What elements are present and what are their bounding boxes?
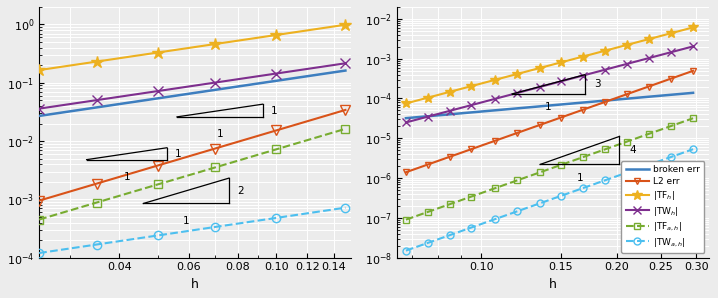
Text: 1: 1 bbox=[183, 215, 190, 226]
X-axis label: h: h bbox=[191, 278, 199, 291]
Legend: broken err, L2 err, |TF$_h$|, |TW$_h$|, |TF$_{a,h}$|, |TW$_{a,h}$|: broken err, L2 err, |TF$_h$|, |TW$_h$|, … bbox=[622, 161, 704, 253]
Text: 1: 1 bbox=[175, 149, 182, 159]
Text: 1: 1 bbox=[217, 129, 223, 139]
Text: 1: 1 bbox=[545, 102, 551, 112]
Text: 1: 1 bbox=[123, 172, 130, 182]
Text: 4: 4 bbox=[629, 145, 635, 156]
Text: 1: 1 bbox=[577, 173, 583, 183]
Text: 3: 3 bbox=[595, 79, 601, 89]
X-axis label: h: h bbox=[549, 278, 557, 291]
Text: 1: 1 bbox=[271, 105, 278, 116]
Text: 2: 2 bbox=[238, 186, 244, 196]
